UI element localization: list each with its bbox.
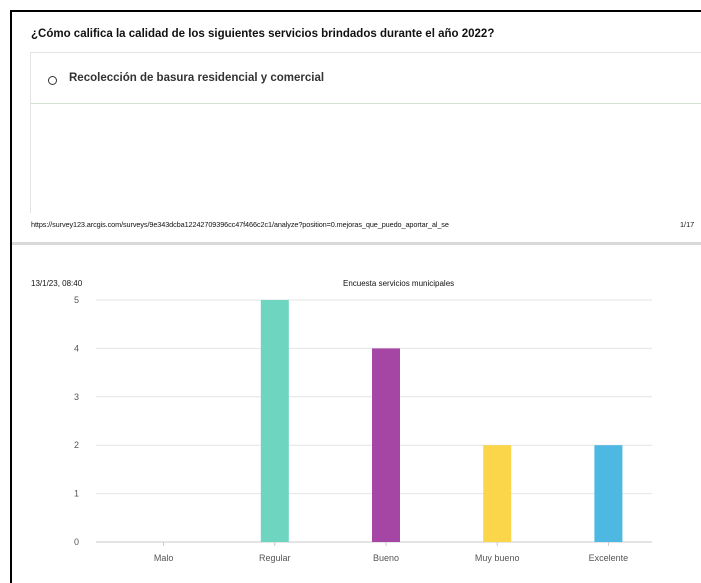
survey-title: Encuesta servicios municipales bbox=[343, 279, 455, 288]
y-tick-label: 0 bbox=[74, 537, 79, 547]
bar-chart: 0 1 2 3 4 5 Malo Regular Bueno Muy bueno Excelente bbox=[74, 295, 652, 563]
x-tick-label: Regular bbox=[259, 553, 291, 563]
y-tick-label: 3 bbox=[74, 392, 79, 402]
page-frame: ¿Cómo califica la calidad de los siguien… bbox=[10, 10, 701, 583]
question-title: ¿Cómo califica la calidad de los siguien… bbox=[31, 28, 495, 40]
y-tick-label: 1 bbox=[74, 489, 79, 499]
x-tick-label: Muy bueno bbox=[475, 553, 520, 563]
question-card: Recolección de basura residencial y come… bbox=[30, 52, 701, 213]
print-date: 13/1/23, 08:40 bbox=[31, 279, 83, 288]
bar bbox=[594, 445, 623, 542]
report-page-2: 13/1/23, 08:40 Encuesta servicios munici… bbox=[12, 245, 701, 583]
page-separator bbox=[12, 242, 701, 245]
x-tick-label: Bueno bbox=[373, 553, 399, 563]
x-tick-label: Excelente bbox=[589, 553, 629, 563]
bullet-icon bbox=[48, 76, 57, 85]
divider bbox=[31, 103, 701, 104]
service-label: Recolección de basura residencial y come… bbox=[69, 72, 325, 84]
bar bbox=[483, 445, 512, 542]
y-tick-label: 5 bbox=[74, 295, 79, 305]
page-number: 1/17 bbox=[680, 220, 695, 229]
bar bbox=[372, 348, 400, 542]
bar bbox=[260, 300, 289, 542]
x-tick-label: Malo bbox=[154, 553, 174, 563]
y-tick-label: 4 bbox=[74, 343, 79, 353]
page-url[interactable]: https://survey123.arcgis.com/surveys/9e3… bbox=[31, 220, 449, 229]
y-tick-label: 2 bbox=[74, 440, 79, 450]
report-page-1: ¿Cómo califica la calidad de los siguien… bbox=[12, 12, 701, 236]
